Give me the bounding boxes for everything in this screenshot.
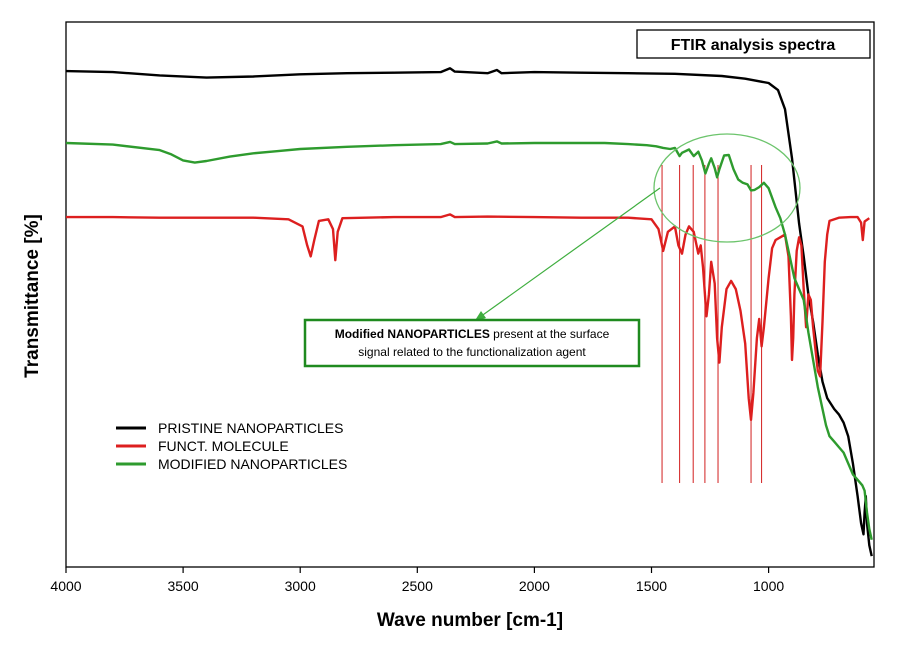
series-layer [65, 67, 873, 557]
annotation-line-1: Modified NANOPARTICLES present at the su… [335, 327, 610, 341]
highlight-ellipse [653, 133, 801, 243]
legend-label-3: MODIFIED NANOPARTICLES [158, 456, 347, 472]
x-tick-label-7: 1000 [753, 578, 784, 594]
legend: PRISTINE NANOPARTICLES FUNCT. MOLECULE MOD… [116, 420, 347, 472]
annotation-bold-text: Modified NANOPARTICLES [335, 327, 490, 341]
annotation-line-1-rest: present at the surface [490, 327, 610, 341]
x-axis-ticks: 4000 3500 3000 2500 2000 1500 1000 [50, 567, 784, 594]
annotation-arrow-line [479, 187, 661, 318]
x-tick-label-5: 2000 [519, 578, 550, 594]
marker-lines [661, 165, 763, 483]
x-tick-label-3: 3000 [285, 578, 316, 594]
annotation-box: Modified NANOPARTICLES present at the su… [303, 318, 641, 368]
chart-title: FTIR analysis spectra [671, 37, 836, 54]
chart-title-frame [636, 29, 871, 59]
legend-label-1: PRISTINE NANOPARTICLES [158, 420, 343, 436]
x-axis-title: Wave number [cm-1] [377, 610, 563, 631]
x-tick-label-2: 3500 [168, 578, 199, 594]
x-tick-label-1: 4000 [50, 578, 81, 594]
chart-title-box: FTIR analysis spectra [636, 29, 871, 59]
annotation-box-frame [303, 318, 641, 368]
x-tick-label-6: 1500 [636, 578, 667, 594]
annotation-line-2: signal related to the functionalization … [358, 345, 586, 359]
plot-frame [65, 21, 875, 568]
series-line-3 [65, 140, 873, 541]
y-axis-title: Transmittance [%] [22, 214, 43, 378]
x-tick-label-4: 2500 [402, 578, 433, 594]
series-line-1 [65, 67, 873, 557]
series-line-2 [66, 213, 870, 422]
legend-label-2: FUNCT. MOLECULE [158, 438, 289, 454]
